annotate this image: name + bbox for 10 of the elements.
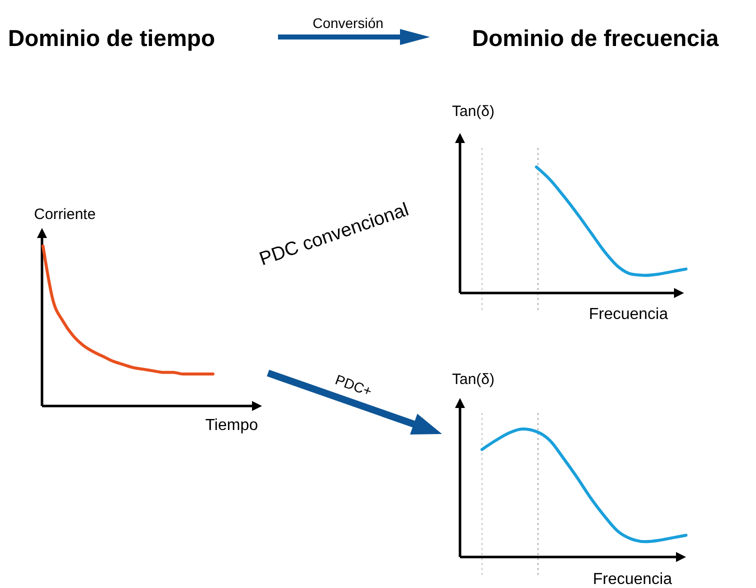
text: Conversión [312,15,384,31]
y-axis-title: Tan(δ) [452,371,495,388]
y-axis-title: Corriente [34,206,96,223]
text: PDC+ [333,371,374,400]
chart-title: Dominio de frecuencia [472,25,719,51]
x-axis-title: Frecuencia [588,306,668,323]
y-axis-title: Tan(δ) [452,103,495,120]
x-axis-title: Tiempo [205,417,258,434]
x-axis-title: Frecuencia [592,571,672,588]
chart-title: Dominio de tiempo [8,25,215,51]
